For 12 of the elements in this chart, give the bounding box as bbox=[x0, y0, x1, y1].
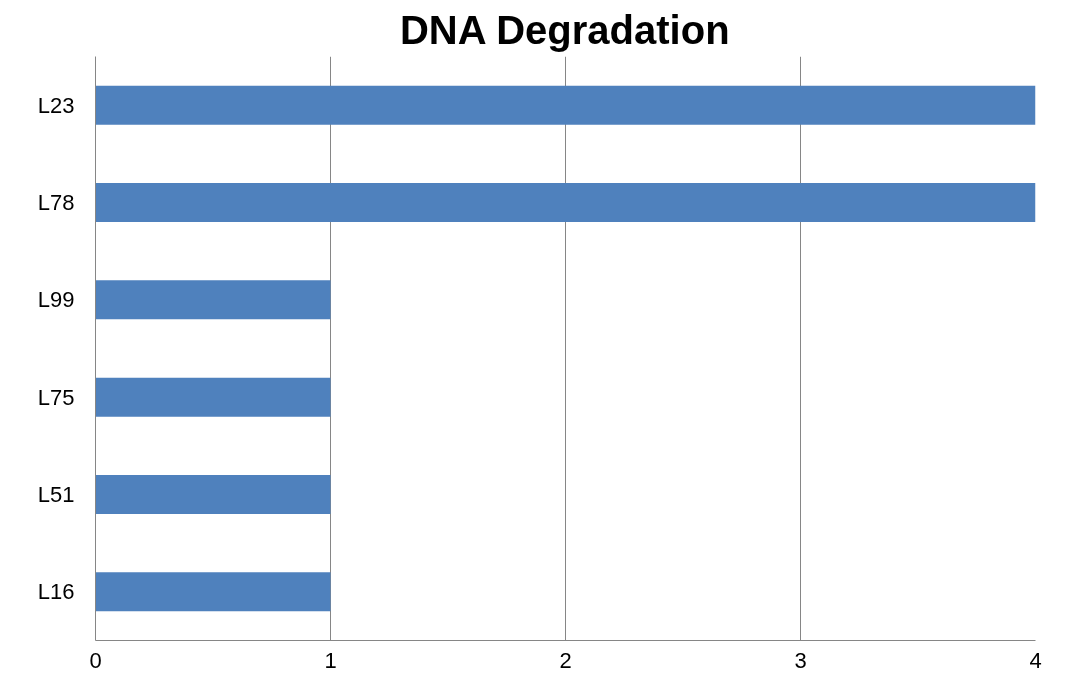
y-tick-label: L99 bbox=[37, 287, 75, 313]
chart-title: DNA Degradation bbox=[399, 7, 730, 52]
x-tick-label: 4 bbox=[1029, 647, 1042, 673]
y-tick-label: L51 bbox=[37, 482, 75, 507]
x-tick-label: 0 bbox=[89, 647, 102, 673]
x-tick-label: 2 bbox=[559, 647, 572, 673]
y-tick-label: L78 bbox=[37, 190, 75, 215]
y-tick-label: L16 bbox=[37, 579, 75, 605]
y-tick-label: L23 bbox=[37, 92, 75, 118]
y-tick-label: L75 bbox=[37, 384, 75, 410]
x-tick-label: 1 bbox=[324, 647, 337, 673]
x-tick-label: 3 bbox=[794, 647, 807, 673]
